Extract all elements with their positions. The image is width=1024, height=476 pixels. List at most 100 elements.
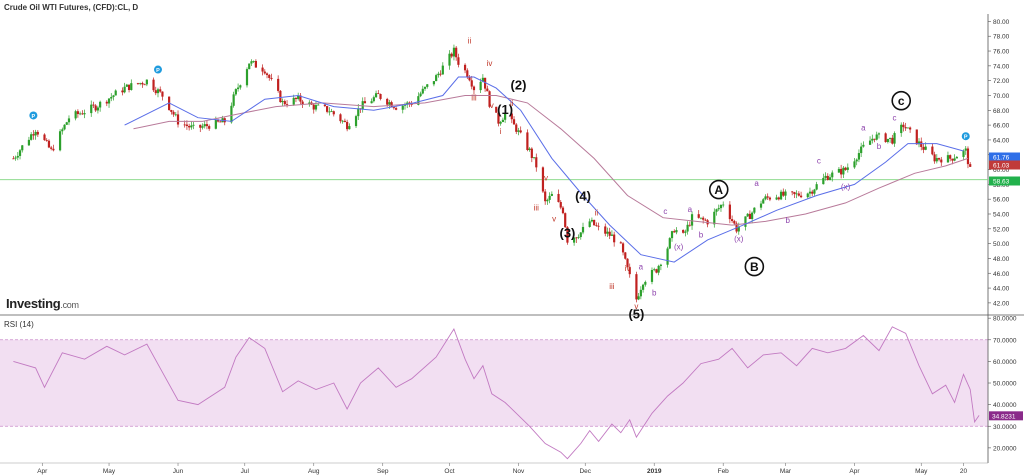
price-badge-label: 61.03 <box>993 163 1010 170</box>
pivot-marker-label: P <box>32 114 36 120</box>
candle-body <box>248 63 251 70</box>
candle-body <box>481 77 484 82</box>
y-tick-label: 52.00 <box>993 226 1010 233</box>
x-tick-label: Mar <box>780 468 792 475</box>
wave-label: i <box>575 236 577 245</box>
candle-body <box>606 231 609 234</box>
candle-body <box>154 90 157 94</box>
candle-body <box>673 231 676 233</box>
candle-body <box>463 64 467 71</box>
wave-label: ii <box>468 37 472 46</box>
candle-body <box>969 164 972 167</box>
candle-body <box>159 89 162 92</box>
y-tick-label: 48.00 <box>993 256 1010 263</box>
price-badge-label: 61.76 <box>993 155 1010 162</box>
candle-body <box>214 119 217 129</box>
candle-body <box>314 105 318 110</box>
candle-body <box>263 71 266 74</box>
candle-body <box>541 167 545 192</box>
candle-body <box>855 159 858 162</box>
candle-body <box>312 104 315 110</box>
candle-body <box>65 122 68 125</box>
pivot-marker-label: P <box>156 68 160 74</box>
candle-body <box>951 158 954 161</box>
candle-body <box>67 118 71 123</box>
candle-body <box>283 101 286 105</box>
candle-body <box>532 157 536 159</box>
candle-body <box>893 133 896 144</box>
candle-body <box>450 53 453 57</box>
candle-body <box>432 81 436 85</box>
candle-body <box>704 219 707 221</box>
candle-body <box>775 197 778 200</box>
candle-body <box>36 131 39 135</box>
candle-body <box>550 193 553 196</box>
candle-body <box>435 75 438 82</box>
candle-body <box>813 189 816 194</box>
candle-body <box>935 158 938 162</box>
candle-body <box>403 104 407 106</box>
candle-body <box>483 77 487 89</box>
candle-body <box>52 148 55 151</box>
wave-label: (x) <box>734 234 744 243</box>
candle-body <box>575 237 578 239</box>
wave-label: iv <box>487 59 493 68</box>
candle-body <box>90 104 93 114</box>
x-tick-label: Oct <box>444 468 454 475</box>
y-tick-label: 56.00 <box>993 197 1010 204</box>
wave-circle <box>744 256 765 277</box>
circled-wave-label: A <box>714 183 723 197</box>
y-tick-label: 50.00 <box>993 241 1010 248</box>
y-tick-label: 46.00 <box>993 271 1010 278</box>
circled-wave-label: c <box>898 94 905 108</box>
candle-body <box>239 85 242 88</box>
candle-body <box>392 107 395 109</box>
candle-body <box>621 243 625 253</box>
candle-body <box>301 101 304 105</box>
candle-body <box>690 214 694 226</box>
candle-body <box>659 264 662 266</box>
candle-body <box>670 231 674 239</box>
candle-body <box>875 134 878 140</box>
candle-body <box>779 191 783 200</box>
candle-body <box>528 148 531 150</box>
candle-body <box>559 202 562 208</box>
wave-label: a <box>754 179 759 188</box>
candle-body <box>653 269 656 271</box>
wave-circle <box>708 179 729 200</box>
candle-body <box>123 86 126 93</box>
candle-body <box>346 121 349 130</box>
candle-body <box>421 88 424 94</box>
candle-body <box>868 140 872 145</box>
candle-body <box>47 140 51 148</box>
candle-body <box>837 168 841 173</box>
rsi-tick-label: 30.0000 <box>993 424 1017 431</box>
wave-label: v <box>552 214 556 223</box>
candle-body <box>58 131 62 151</box>
candle-body <box>628 267 631 275</box>
candle-body <box>277 78 280 91</box>
rsi-line <box>13 326 980 460</box>
candle-body <box>190 125 193 128</box>
candle-body <box>526 132 529 150</box>
candle-body <box>479 81 482 91</box>
candle-body <box>245 69 249 86</box>
candle-body <box>619 242 622 244</box>
wave-label: a <box>688 205 693 214</box>
wave-label: i <box>500 127 502 136</box>
candle-body <box>826 175 829 180</box>
candle-body <box>831 172 834 178</box>
candle-body <box>63 124 66 130</box>
pivot-marker-icon <box>29 111 38 120</box>
candle-body <box>604 226 607 234</box>
candle-body <box>668 238 671 249</box>
candle-body <box>297 95 300 100</box>
candle-body <box>877 133 881 135</box>
candle-body <box>795 193 798 195</box>
candle-body <box>924 146 927 150</box>
pivot-marker-label: P <box>964 135 968 141</box>
wave-label: (x) <box>674 243 684 252</box>
candle-body <box>722 204 725 206</box>
candle-body <box>488 91 491 107</box>
candle-body <box>782 191 785 196</box>
